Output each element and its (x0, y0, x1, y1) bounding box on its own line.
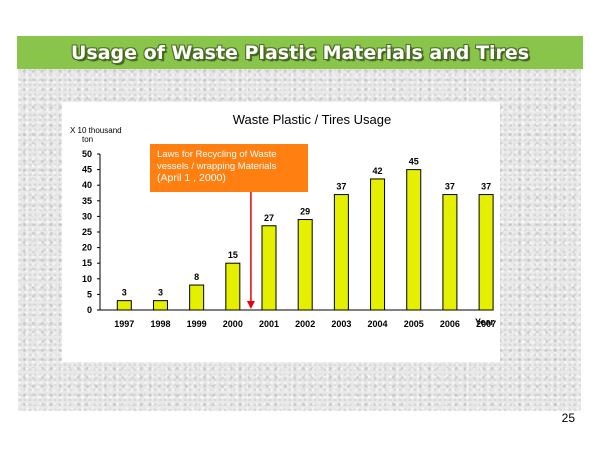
x-tick-label: 2003 (331, 319, 351, 329)
annotation-text: Laws for Recycling of Waste (157, 149, 277, 160)
bar (406, 169, 422, 311)
bar (152, 300, 168, 311)
chart-title: Waste Plastic / Tires Usage (233, 112, 391, 127)
data-label: 3 (158, 288, 163, 298)
annotation-box (150, 144, 308, 192)
annotation-text: (April 1 , 2000) (157, 172, 226, 184)
data-label: 29 (300, 207, 310, 217)
x-tick-label: 2000 (223, 319, 243, 329)
data-label: 37 (481, 182, 491, 192)
y-tick-label: 10 (82, 274, 92, 284)
y-tick-label: 50 (82, 149, 92, 159)
x-tick-label: 1999 (187, 319, 207, 329)
slide-title-bar: Usage of Waste Plastic Materials and Tir… (17, 36, 583, 69)
y-tick-label: 30 (82, 211, 92, 221)
y-axis-label-line1: X 10 thousand (70, 126, 122, 135)
data-label: 15 (228, 250, 238, 260)
y-tick-label: 35 (82, 196, 92, 206)
bar (261, 225, 277, 311)
slide-title: Usage of Waste Plastic Materials and Tir… (70, 41, 530, 64)
y-tick-label: 0 (87, 305, 92, 315)
x-tick-label: 2001 (259, 319, 279, 329)
bar (116, 300, 132, 311)
y-axis-label-line2: ton (82, 135, 93, 144)
annotation-arrow-head (246, 301, 255, 309)
annotation-text: vessels / wrapping Materials (157, 161, 277, 172)
data-label: 37 (445, 182, 455, 192)
y-tick-label: 45 (82, 165, 92, 175)
x-tick-label: 1997 (114, 319, 134, 329)
data-label: 42 (373, 166, 383, 176)
data-label: 3 (122, 288, 127, 298)
bar (333, 194, 349, 311)
y-tick-label: 25 (82, 227, 92, 237)
x-tick-label: 1998 (150, 319, 170, 329)
bar (478, 194, 494, 311)
page-number: 25 (561, 411, 575, 425)
bar (297, 219, 313, 311)
bar-chart: Waste Plastic / Tires Usage X 10 thousand… (70, 112, 496, 329)
x-tick-label: 2002 (295, 319, 315, 329)
bar (189, 284, 205, 311)
bar (442, 194, 458, 311)
data-label: 45 (409, 157, 419, 167)
y-tick-label: 15 (82, 258, 92, 268)
data-label: 37 (336, 182, 346, 192)
x-tick-label: 2004 (368, 319, 388, 329)
chart-panel: Waste Plastic / Tires Usage X 10 thousand… (62, 102, 500, 362)
x-tick-label: 2005 (404, 319, 424, 329)
x-tick-label: 2006 (440, 319, 460, 329)
bar (225, 262, 241, 311)
y-tick-label: 20 (82, 243, 92, 253)
bar (370, 178, 386, 311)
x-axis-label: Year (475, 317, 495, 327)
x-tick-label: 2007 (476, 319, 496, 329)
y-tick-label: 40 (82, 180, 92, 190)
y-tick-label: 5 (87, 289, 92, 299)
data-label: 27 (264, 213, 274, 223)
data-label: 8 (194, 272, 199, 282)
